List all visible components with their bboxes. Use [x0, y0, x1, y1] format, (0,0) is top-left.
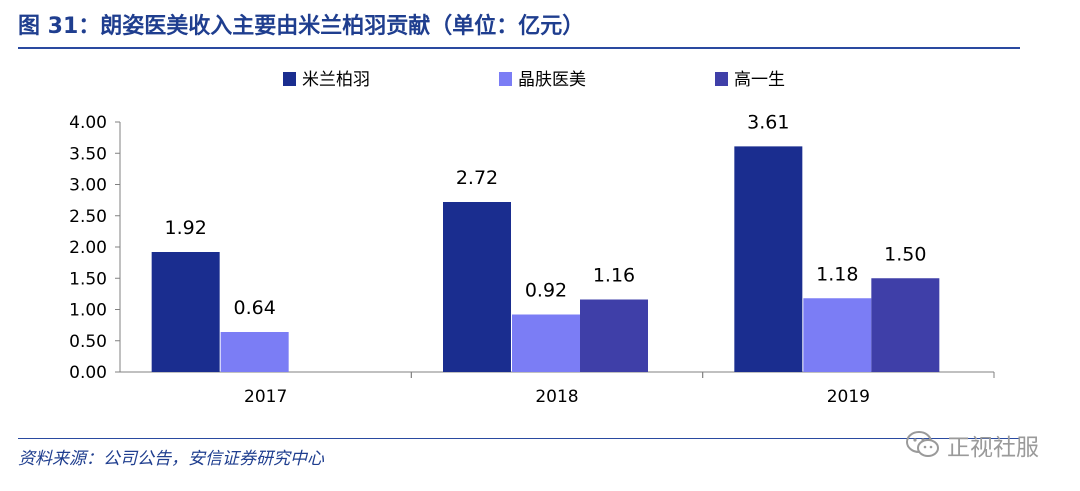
- legend-swatch: [283, 72, 296, 86]
- legend-label: 晶肤医美: [518, 70, 586, 90]
- y-tick-label: 1.00: [69, 301, 107, 321]
- data-label: 2.72: [456, 167, 498, 189]
- data-label: 1.92: [165, 217, 207, 239]
- title-divider: [18, 47, 1020, 49]
- source-note: 资料来源：公司公告，安信证券研究中心: [18, 449, 324, 469]
- y-tick-label: 2.50: [69, 207, 107, 227]
- legend-swatch: [715, 72, 728, 86]
- x-tick-label: 2019: [827, 387, 870, 407]
- data-label: 0.92: [525, 280, 567, 302]
- bar: [803, 298, 872, 372]
- data-label: 0.64: [234, 297, 276, 319]
- bar: [443, 202, 511, 372]
- y-tick-label: 3.00: [69, 176, 107, 196]
- figure-title: 图 31：朗姿医美收入主要由米兰柏羽贡献（单位：亿元）: [18, 14, 585, 39]
- watermark-text: 正视社服: [947, 435, 1039, 461]
- bar: [734, 146, 803, 372]
- y-tick-label: 3.50: [69, 144, 107, 164]
- legend-swatch: [499, 72, 512, 86]
- x-tick-label: 2017: [244, 387, 287, 407]
- bar: [220, 332, 289, 372]
- bar-chart: 0.00 0.50 1.00 1.50 2.00 2.50 3.00 3.50 4.00 2017…: [69, 70, 995, 407]
- data-label: 1.50: [884, 243, 926, 265]
- legend-label: 高一生: [734, 70, 785, 90]
- data-label: 3.61: [747, 111, 789, 133]
- bar: [512, 314, 580, 372]
- y-tick-label: 0.50: [69, 332, 107, 352]
- data-label: 1.18: [816, 263, 858, 285]
- bar: [580, 299, 648, 372]
- x-tick-label: 2018: [535, 387, 578, 407]
- y-tick-label: 1.50: [69, 269, 107, 289]
- bar: [151, 252, 220, 372]
- watermark: 正视社服: [905, 428, 1039, 462]
- bar: [871, 278, 940, 372]
- wechat-icon: [906, 431, 939, 457]
- legend-label: 米兰柏羽: [302, 70, 370, 90]
- source-divider: [18, 438, 1020, 439]
- y-tick-label: 0.00: [69, 363, 107, 383]
- y-tick-label: 2.00: [69, 238, 107, 258]
- data-label: 1.16: [593, 265, 635, 287]
- y-tick-label: 4.00: [69, 113, 107, 133]
